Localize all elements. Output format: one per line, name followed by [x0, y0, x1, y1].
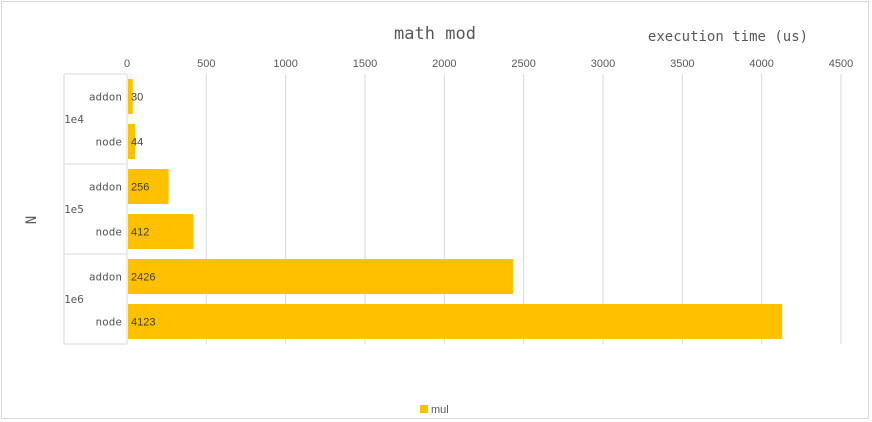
- data-label: 2426: [131, 272, 155, 284]
- legend: mul: [420, 404, 449, 416]
- x-tick-label: 2000: [432, 58, 456, 70]
- gridlines: [126, 74, 842, 344]
- bar: [128, 259, 513, 294]
- bar: [128, 124, 135, 159]
- category-label: node: [96, 136, 123, 149]
- chart-title: math mod: [394, 24, 476, 44]
- x-tick-label: 0: [124, 58, 130, 70]
- category-label: node: [96, 316, 123, 329]
- x-tick-labels: 0 500 1000 1500 2000 2500 3000 3500 4000 4500: [124, 58, 853, 70]
- category-label: addon: [89, 181, 122, 194]
- x-tick-label: 500: [197, 58, 215, 70]
- bar: [128, 214, 194, 249]
- bars: 30 44 256 412 2426 4123: [128, 79, 783, 339]
- x-tick-label: 3500: [670, 58, 694, 70]
- x-axis-title: execution time (us): [648, 29, 808, 45]
- group-label: 1e5: [64, 203, 84, 216]
- x-tick-label: 4000: [749, 58, 773, 70]
- x-tick-label: 1000: [273, 58, 297, 70]
- category-label: addon: [89, 271, 122, 284]
- category-axis: 1e4 addon node 1e5 addon node 1e6 addon node: [63, 73, 128, 345]
- data-label: 30: [131, 92, 143, 104]
- y-axis-title: N: [24, 216, 40, 224]
- group-label: 1e6: [64, 293, 84, 306]
- legend-swatch: [420, 405, 428, 413]
- data-label: 44: [131, 137, 143, 149]
- category-label: node: [96, 226, 123, 239]
- x-tick-label: 1500: [353, 58, 377, 70]
- bar: [128, 79, 133, 114]
- category-label: addon: [89, 91, 122, 104]
- group-label: 1e4: [64, 113, 84, 126]
- x-tick-label: 3000: [591, 58, 615, 70]
- bar: [128, 304, 783, 339]
- legend-label: mul: [431, 404, 449, 416]
- data-label: 412: [131, 227, 149, 239]
- bar: [128, 169, 169, 204]
- data-label: 256: [131, 182, 149, 194]
- data-label: 4123: [131, 317, 155, 329]
- x-tick-label: 4500: [829, 58, 853, 70]
- x-tick-label: 2500: [511, 58, 535, 70]
